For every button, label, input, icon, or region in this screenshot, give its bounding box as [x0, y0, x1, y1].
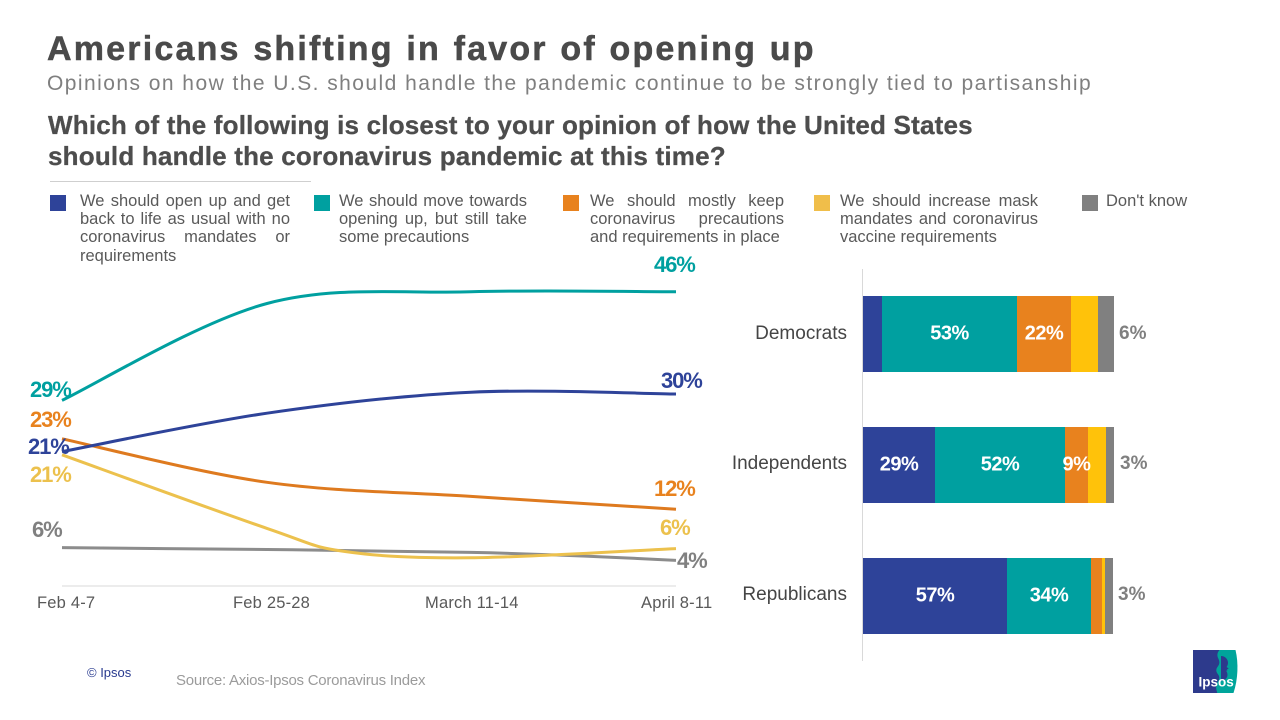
svg-text:Ipsos: Ipsos: [1199, 675, 1234, 690]
